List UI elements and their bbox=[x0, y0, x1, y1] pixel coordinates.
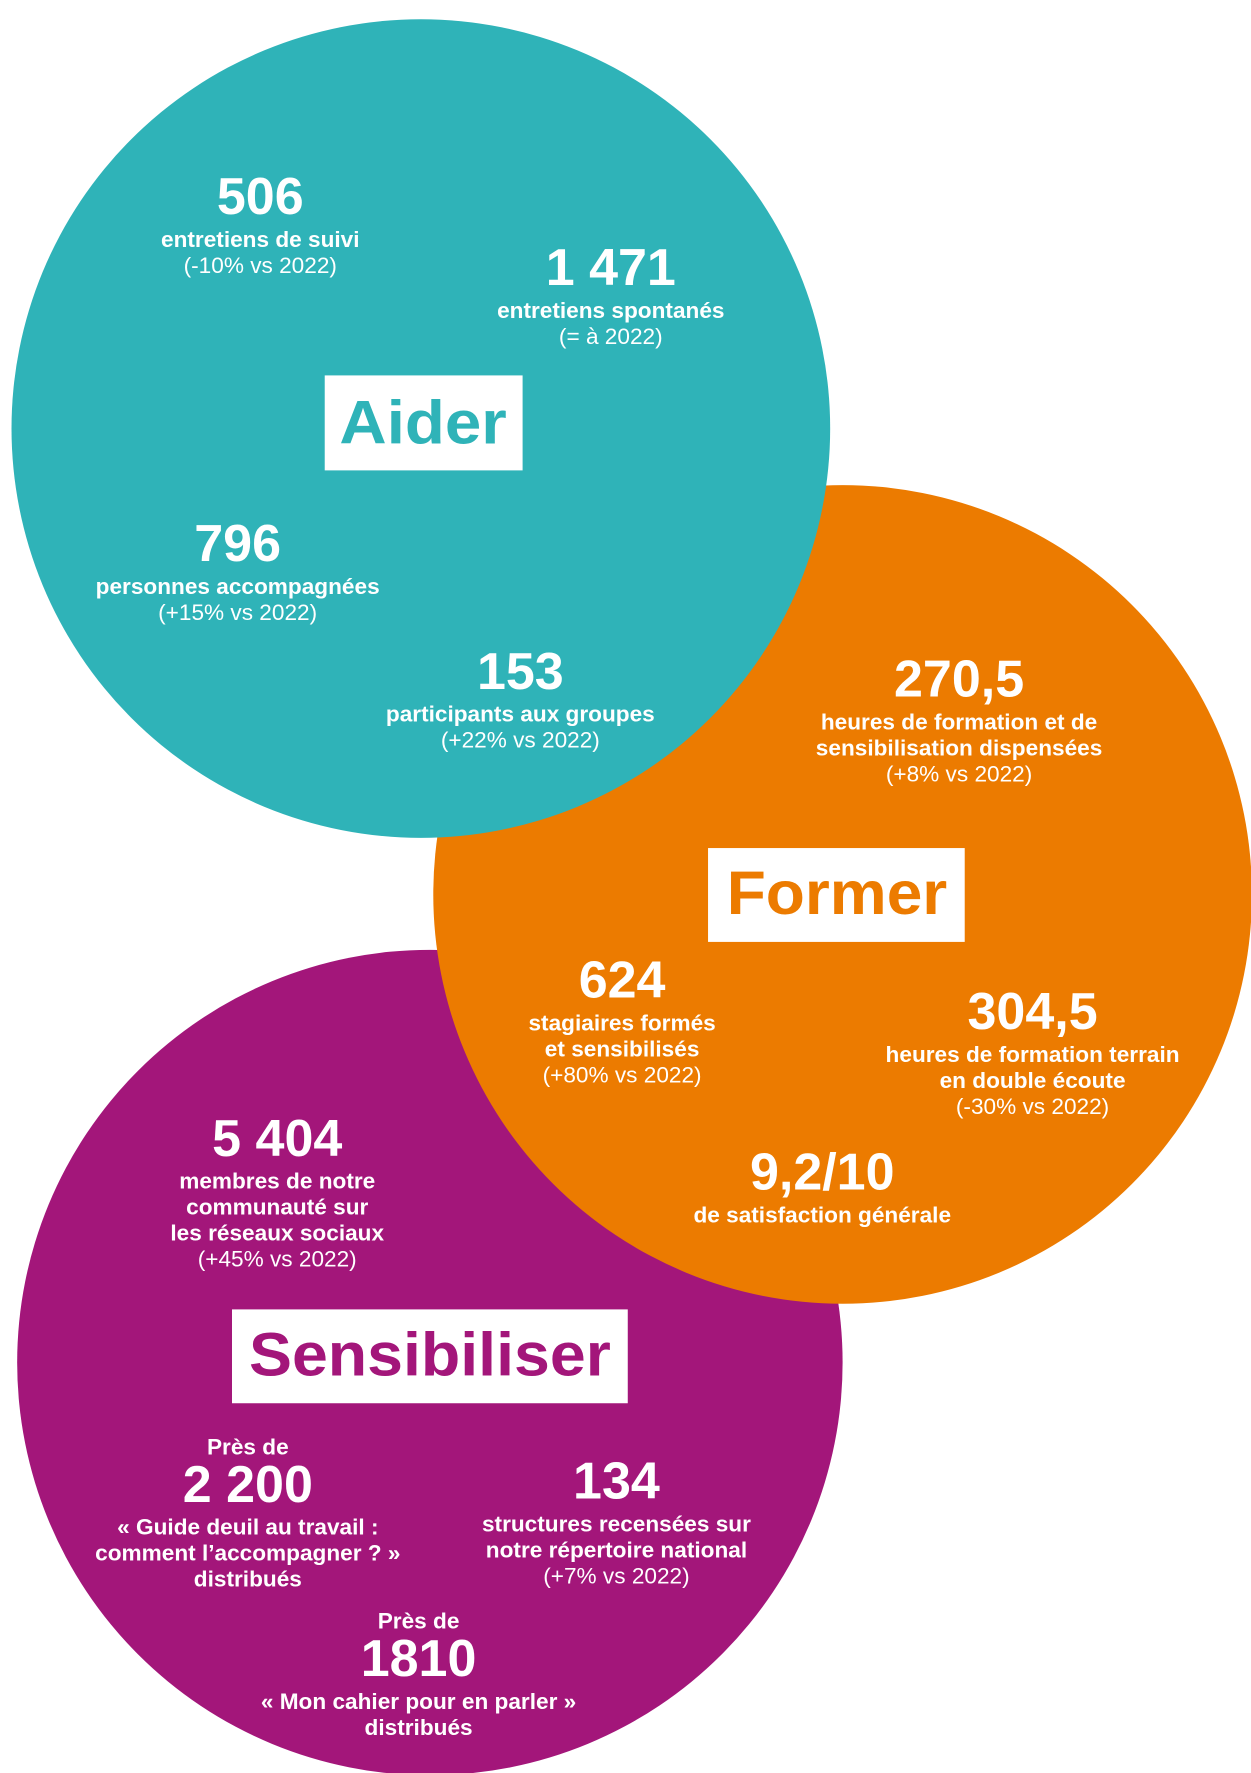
section-label: Sensibiliser bbox=[249, 1320, 611, 1388]
stat-description: les réseaux sociaux bbox=[170, 1221, 384, 1246]
stat-note: (+45% vs 2022) bbox=[198, 1247, 357, 1272]
stat-note: (+8% vs 2022) bbox=[886, 762, 1032, 787]
stat-note: (+80% vs 2022) bbox=[543, 1062, 702, 1087]
stat-prefix: Près de bbox=[207, 1434, 289, 1459]
stat-note: (+15% vs 2022) bbox=[158, 600, 317, 625]
stat-description: heures de formation et de bbox=[821, 710, 1097, 735]
stat-value: 624 bbox=[579, 951, 666, 1009]
stat-description: entretiens spontanés bbox=[497, 298, 724, 323]
stat-description: distribués bbox=[365, 1715, 473, 1740]
stat-note: (-30% vs 2022) bbox=[956, 1094, 1109, 1119]
stat-note: (+7% vs 2022) bbox=[543, 1563, 689, 1588]
stat-description: stagiaires formés bbox=[528, 1010, 715, 1035]
stat-description: « Guide deuil au travail : bbox=[117, 1515, 378, 1540]
stat-description: personnes accompagnées bbox=[96, 574, 380, 599]
stat-description: heures de formation terrain bbox=[886, 1042, 1180, 1067]
stat-description: distribués bbox=[194, 1567, 302, 1592]
stat-description: participants aux groupes bbox=[386, 702, 655, 727]
stat-value: 153 bbox=[477, 643, 564, 701]
stat-value: 2 200 bbox=[183, 1456, 313, 1514]
stat-description: notre répertoire national bbox=[486, 1537, 747, 1562]
stat-description: communauté sur bbox=[186, 1195, 368, 1220]
stat-value: 1810 bbox=[361, 1630, 477, 1688]
stat-prefix: Près de bbox=[378, 1609, 460, 1634]
stat-description: « Mon cahier pour en parler » bbox=[261, 1689, 576, 1714]
stat-value: 506 bbox=[217, 168, 304, 226]
stat-value: 1 471 bbox=[546, 239, 676, 297]
stat-description: sensibilisation dispensées bbox=[816, 736, 1103, 761]
stat-description: membres de notre bbox=[179, 1169, 375, 1194]
section-label: Former bbox=[727, 859, 947, 927]
label-box bbox=[324, 375, 523, 471]
stat-value: 134 bbox=[573, 1452, 660, 1510]
stat-description: en double écoute bbox=[940, 1068, 1126, 1093]
stat-value: 9,2/10 bbox=[750, 1144, 895, 1202]
stat-description: et sensibilisés bbox=[545, 1036, 700, 1061]
label-box bbox=[708, 848, 965, 942]
stat-description: structures recensées sur bbox=[482, 1511, 751, 1536]
stat-description: de satisfaction générale bbox=[693, 1203, 951, 1228]
stat-note: (= à 2022) bbox=[559, 324, 663, 349]
stat-note: (-10% vs 2022) bbox=[184, 253, 337, 278]
stat-value: 270,5 bbox=[894, 651, 1024, 709]
label-box bbox=[232, 1309, 628, 1404]
stat-value: 304,5 bbox=[967, 983, 1097, 1041]
stat-description: comment l’accompagner ? » bbox=[95, 1541, 400, 1566]
stat-value: 5 404 bbox=[212, 1110, 342, 1168]
stat-note: (+22% vs 2022) bbox=[441, 728, 600, 753]
stat-value: 796 bbox=[194, 515, 281, 573]
stat-description: entretiens de suivi bbox=[161, 227, 360, 252]
section-label: Aider bbox=[339, 389, 506, 457]
